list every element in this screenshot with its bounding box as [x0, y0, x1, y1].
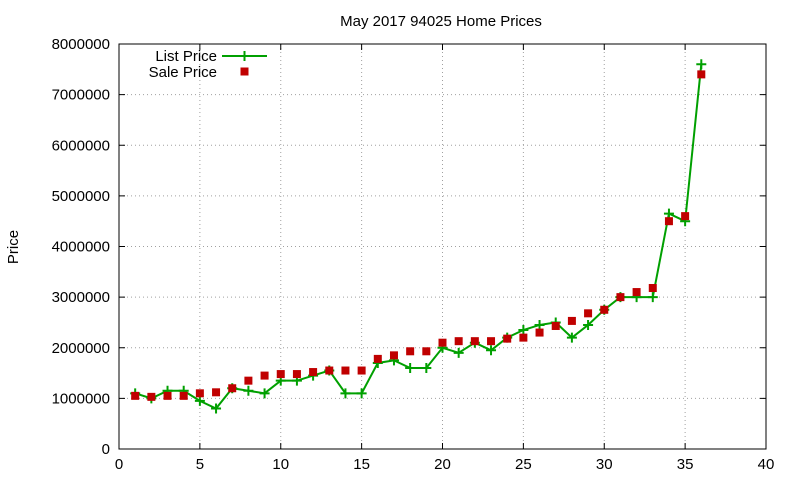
- legend-label-sale-price: Sale Price: [149, 64, 217, 81]
- data-point: [212, 388, 221, 397]
- data-point: [406, 347, 415, 356]
- data-point: [681, 212, 690, 221]
- data-point: [228, 384, 237, 393]
- legend: List Price Sale Price: [149, 48, 267, 81]
- data-point: [454, 337, 463, 346]
- series-0: [130, 59, 707, 414]
- y-tick-label: 8000000: [52, 36, 110, 53]
- data-point: [325, 366, 334, 375]
- data-point: [422, 347, 431, 356]
- data-point: [664, 217, 673, 226]
- data-point: [519, 333, 528, 342]
- data-point: [421, 363, 432, 373]
- series: [130, 59, 707, 414]
- data-point: [697, 70, 706, 79]
- data-point: [453, 347, 464, 358]
- data-point: [309, 368, 318, 377]
- x-tick-label: 5: [196, 456, 204, 473]
- data-point: [244, 376, 253, 385]
- y-tick-label: 2000000: [52, 340, 110, 357]
- data-point: [567, 316, 576, 325]
- data-point: [211, 403, 222, 414]
- data-point: [632, 288, 641, 297]
- data-point: [194, 395, 205, 406]
- legend-marker-list-price: [239, 51, 250, 61]
- y-axis-label: Price: [5, 230, 22, 264]
- data-point: [486, 345, 497, 356]
- data-point: [518, 325, 529, 336]
- y-tick-label: 6000000: [52, 137, 110, 154]
- data-point: [195, 389, 204, 398]
- data-point: [584, 309, 593, 318]
- y-tick-label: 7000000: [52, 87, 110, 104]
- data-point: [276, 370, 285, 379]
- data-point: [487, 337, 496, 346]
- axis-ticks: 0 5 10 15 20 25 30 35 40 0 1000000 2000000 3000000 40…: [52, 36, 775, 473]
- data-point: [600, 305, 609, 314]
- x-tick-label: 30: [596, 456, 613, 473]
- data-point: [503, 334, 512, 343]
- y-tick-label: 0: [102, 441, 110, 458]
- x-tick-label: 25: [515, 456, 532, 473]
- data-point: [551, 321, 560, 330]
- data-point: [260, 371, 269, 380]
- data-point: [356, 388, 367, 399]
- data-point: [163, 391, 172, 400]
- data-point: [648, 284, 657, 293]
- grid: [119, 44, 766, 449]
- y-tick-label: 4000000: [52, 239, 110, 256]
- x-tick-label: 10: [272, 456, 289, 473]
- data-point: [663, 208, 674, 219]
- data-point: [647, 292, 658, 303]
- data-point: [405, 363, 416, 373]
- data-point: [583, 319, 594, 330]
- data-point: [373, 354, 382, 363]
- y-tick-label: 1000000: [52, 390, 110, 407]
- data-point: [341, 366, 350, 375]
- data-point: [357, 366, 366, 375]
- legend-label-list-price: List Price: [155, 48, 217, 65]
- data-point: [340, 388, 351, 399]
- data-point: [147, 392, 156, 401]
- x-tick-label: 20: [434, 456, 451, 473]
- data-point: [438, 338, 447, 347]
- data-point: [616, 293, 625, 302]
- x-tick-label: 0: [115, 456, 123, 473]
- data-point: [243, 385, 254, 396]
- data-point: [696, 59, 707, 70]
- series-line: [134, 64, 703, 410]
- data-point: [131, 391, 140, 400]
- x-tick-label: 15: [353, 456, 370, 473]
- legend-marker-sale-price: [240, 67, 249, 76]
- data-point: [470, 337, 479, 346]
- x-tick-label: 35: [677, 456, 694, 473]
- data-point: [292, 370, 301, 379]
- x-tick-label: 40: [758, 456, 775, 473]
- data-point: [179, 391, 188, 400]
- y-tick-label: 3000000: [52, 289, 110, 306]
- series-1: [131, 70, 706, 401]
- data-point: [389, 351, 398, 360]
- data-point: [535, 328, 544, 337]
- y-tick-label: 5000000: [52, 188, 110, 205]
- data-point: [534, 319, 545, 330]
- chart-title: May 2017 94025 Home Prices: [340, 13, 542, 30]
- data-point: [566, 332, 577, 343]
- data-point: [259, 388, 270, 399]
